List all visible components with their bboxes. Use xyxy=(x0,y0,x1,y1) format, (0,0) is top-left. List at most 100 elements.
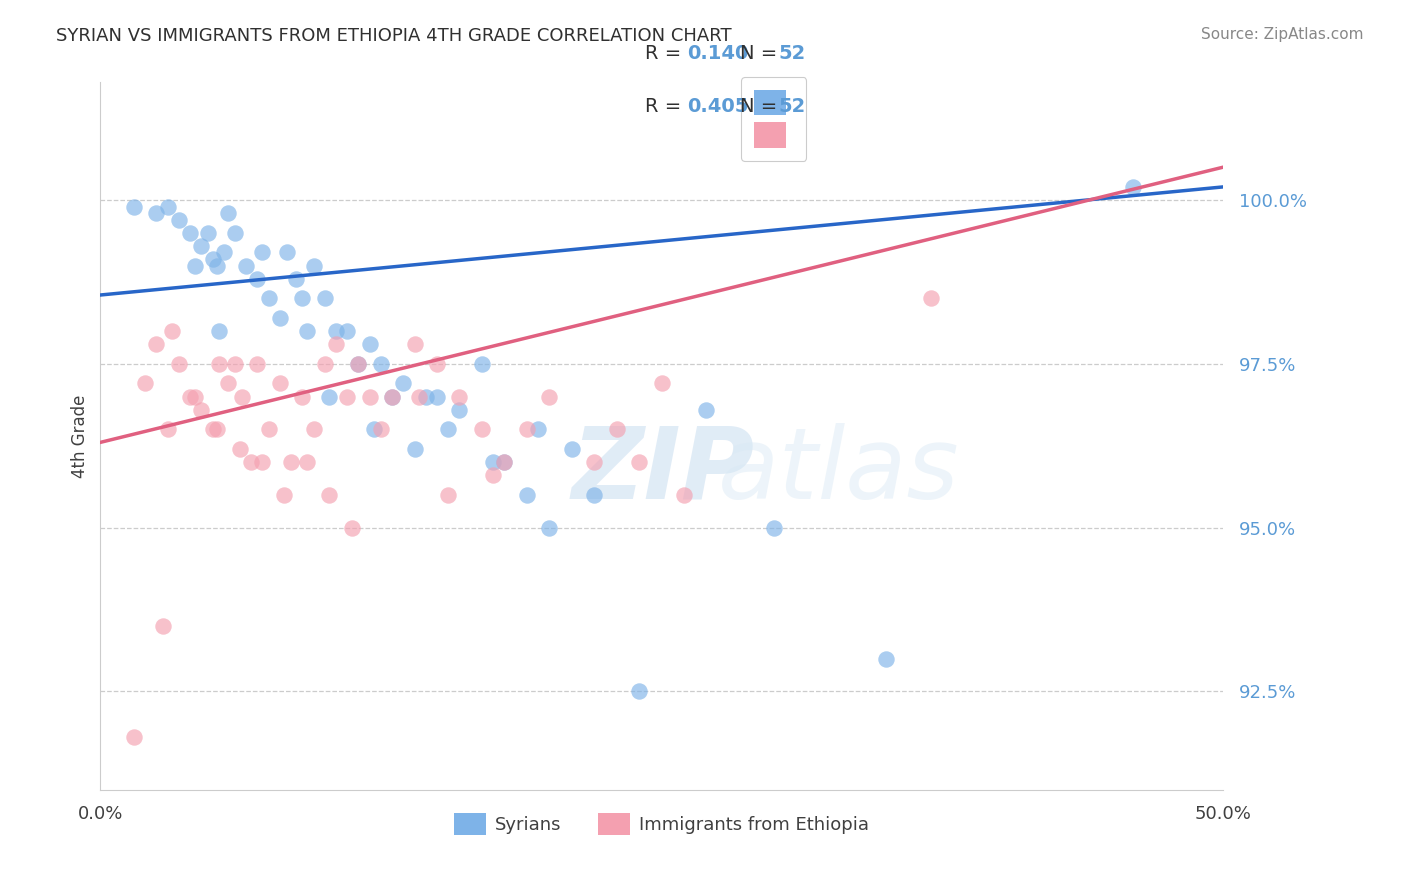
Point xyxy=(276,245,298,260)
Point xyxy=(318,390,340,404)
Point xyxy=(179,226,201,240)
Point xyxy=(201,422,224,436)
Point xyxy=(269,310,291,325)
Text: 52: 52 xyxy=(779,97,806,117)
Point xyxy=(516,422,538,436)
Text: N =: N = xyxy=(741,45,783,63)
Point xyxy=(224,226,246,240)
Point xyxy=(628,684,651,698)
Point xyxy=(235,259,257,273)
Text: 0.140: 0.140 xyxy=(688,45,748,63)
Point xyxy=(415,390,437,404)
Point xyxy=(672,488,695,502)
Point xyxy=(201,252,224,266)
Point xyxy=(695,402,717,417)
Point xyxy=(347,357,370,371)
Point xyxy=(340,520,363,534)
Point xyxy=(183,390,205,404)
Point xyxy=(363,422,385,436)
Point xyxy=(246,271,269,285)
Point xyxy=(302,259,325,273)
Point xyxy=(295,455,318,469)
Text: R =: R = xyxy=(645,97,688,117)
Point xyxy=(920,291,942,305)
Point xyxy=(392,376,415,391)
Point xyxy=(762,520,785,534)
Point xyxy=(205,259,228,273)
Point xyxy=(190,239,212,253)
Point xyxy=(336,390,359,404)
Point xyxy=(208,357,231,371)
Point xyxy=(359,390,381,404)
Text: ZIP: ZIP xyxy=(572,423,755,520)
Point xyxy=(208,324,231,338)
Point xyxy=(318,488,340,502)
Text: N =: N = xyxy=(741,97,783,117)
Point xyxy=(314,357,336,371)
Point xyxy=(426,390,449,404)
Point xyxy=(494,455,516,469)
Point xyxy=(471,422,494,436)
Point xyxy=(538,390,561,404)
Point xyxy=(273,488,295,502)
Point xyxy=(426,357,449,371)
Point xyxy=(250,245,273,260)
Point xyxy=(295,324,318,338)
Point xyxy=(325,337,347,351)
Point xyxy=(404,442,426,456)
Point xyxy=(314,291,336,305)
Point xyxy=(606,422,628,436)
Point xyxy=(527,422,550,436)
Point xyxy=(347,357,370,371)
Point xyxy=(1122,180,1144,194)
Point xyxy=(650,376,672,391)
Point xyxy=(408,390,430,404)
Point xyxy=(122,200,145,214)
Point xyxy=(145,206,167,220)
Point xyxy=(482,455,505,469)
Point xyxy=(494,455,516,469)
Point xyxy=(437,488,460,502)
Point xyxy=(246,357,269,371)
Point xyxy=(404,337,426,351)
Point xyxy=(302,422,325,436)
Point xyxy=(471,357,494,371)
Point xyxy=(482,468,505,483)
Point xyxy=(197,226,219,240)
Point xyxy=(269,376,291,391)
Point xyxy=(370,422,392,436)
Point xyxy=(291,390,314,404)
Point xyxy=(437,422,460,436)
Point xyxy=(160,324,183,338)
Text: R =: R = xyxy=(645,45,688,63)
Point xyxy=(538,520,561,534)
Point xyxy=(179,390,201,404)
Point xyxy=(583,455,606,469)
Point xyxy=(284,271,307,285)
Point xyxy=(381,390,404,404)
Point xyxy=(449,390,471,404)
Point xyxy=(280,455,302,469)
Text: 0.405: 0.405 xyxy=(688,97,748,117)
Point xyxy=(370,357,392,371)
Point xyxy=(167,212,190,227)
Point xyxy=(325,324,347,338)
Point xyxy=(183,259,205,273)
Point xyxy=(228,442,250,456)
Point xyxy=(152,619,174,633)
Point xyxy=(449,402,471,417)
Point xyxy=(250,455,273,469)
Point xyxy=(291,291,314,305)
Point xyxy=(217,376,239,391)
Point xyxy=(224,357,246,371)
Point xyxy=(628,455,651,469)
Point xyxy=(561,442,583,456)
Point xyxy=(381,390,404,404)
Point xyxy=(516,488,538,502)
Point xyxy=(217,206,239,220)
Point xyxy=(134,376,156,391)
Point xyxy=(145,337,167,351)
Point xyxy=(167,357,190,371)
Point xyxy=(359,337,381,351)
Point xyxy=(583,488,606,502)
